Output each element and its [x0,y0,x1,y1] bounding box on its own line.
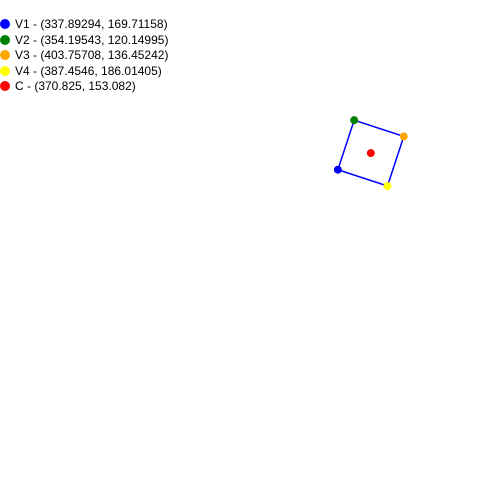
legend-label-v4: V4 - (387.4546, 186.01405) [15,63,162,78]
legend-dot-v3 [0,50,10,60]
legend-label-v1: V1 - (337.89294, 169.71158) [15,17,168,31]
legend-dot-v1 [0,19,10,29]
vertex-point-v2 [350,116,359,125]
legend-label-c: C - (370.825, 153.082) [15,79,136,93]
legend-dot-c [0,81,10,91]
legend-label-v2: V2 - (354.19543, 120.14995) [15,32,169,47]
vertex-point-v3 [399,132,408,141]
center-point [366,149,375,158]
legend-label-v3: V3 - (403.75708, 136.45242) [15,48,169,62]
legend-dot-v2 [0,34,10,45]
vertex-point-v1 [333,165,342,174]
legend-dot-v4 [0,65,10,76]
vertex-point-v4 [383,182,392,191]
